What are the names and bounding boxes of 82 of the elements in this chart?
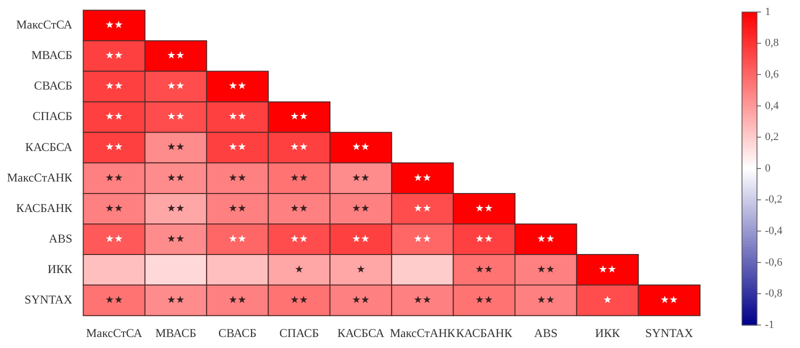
y-tick-label: ABS	[48, 231, 72, 246]
y-tick-label: МВАСБ	[31, 48, 72, 62]
data-label: ★★	[105, 142, 124, 154]
data-label: ★★	[166, 234, 185, 245]
y-tick-label: МаксСтАНК	[7, 170, 74, 184]
x-tick-label: СПАСБ	[279, 326, 320, 340]
color-bar-label: -0,8	[765, 288, 783, 300]
data-label: ★★	[352, 142, 370, 154]
data-label: ★★	[475, 294, 494, 306]
data-label: ★★	[105, 234, 124, 245]
data-label: ★★	[105, 172, 124, 184]
data-label: ★★	[228, 142, 246, 154]
data-label: ★★	[105, 20, 124, 32]
color-bar-label: 0,8	[765, 37, 780, 50]
data-label: ★★	[352, 294, 370, 306]
x-tick-label: ABS	[534, 326, 558, 340]
data-label: ★★	[414, 172, 432, 184]
data-label: ★★	[228, 294, 246, 306]
data-label: ★★	[290, 142, 308, 154]
data-label: ★★	[290, 234, 308, 245]
data-label: ★★	[228, 172, 246, 184]
color-bar-label: -1	[765, 318, 774, 331]
data-label: ★★	[290, 172, 308, 184]
data-label: ★★	[598, 264, 616, 276]
data-label: ★★	[166, 112, 185, 123]
data-label: ★★	[414, 203, 432, 214]
y-tick-label: SYNTAX	[24, 292, 73, 306]
data-label: ★★	[228, 234, 246, 245]
color-bar-label: -0,6	[765, 256, 783, 268]
data-label: ★★	[352, 172, 370, 184]
color-bar-label: 0,2	[765, 131, 779, 144]
data-label: ★★	[105, 112, 124, 123]
data-label: ★★	[536, 264, 555, 276]
data-label: ★★	[166, 172, 185, 184]
x-tick-label: МаксСтАНК	[390, 326, 456, 340]
y-tick-label: КАСБАНК	[16, 200, 74, 215]
data-label: ★★	[166, 50, 185, 62]
x-tick-label: КАСБСА	[337, 326, 385, 340]
data-label: ★★	[414, 234, 432, 245]
color-bar-label: -0,4	[765, 224, 783, 237]
y-tick-label: СПАСБ	[32, 109, 72, 124]
y-tick-label: МаксСтСА	[16, 18, 73, 32]
data-label: ★★	[166, 294, 185, 306]
data-label: ★★	[166, 81, 185, 92]
x-tick-label: МВАСБ	[155, 326, 196, 340]
x-tick-label: СВАСБ	[218, 326, 257, 340]
y-tick-label: ИКК	[48, 262, 74, 276]
data-label: ★★	[166, 203, 185, 214]
data-label: ★★	[475, 203, 494, 214]
data-label: ★★	[105, 81, 124, 92]
color-bar-label: 0,4	[765, 100, 780, 112]
x-tick-label: КАСБАНК	[456, 326, 514, 340]
data-label: ★★	[228, 81, 246, 92]
x-tick-label: ИКК	[595, 326, 621, 340]
x-tick-label: SYNTAX	[645, 326, 694, 340]
data-label: ★★	[105, 203, 124, 214]
data-label: ★★	[228, 203, 246, 214]
data-label: ★★	[475, 234, 494, 245]
color-bar-label: 0	[765, 162, 771, 174]
color-bar-label: -0,2	[765, 194, 782, 206]
color-bar-label: 1	[765, 6, 770, 18]
data-label: ★★	[536, 234, 555, 245]
data-label: ★	[603, 294, 612, 306]
data-label: ★	[356, 264, 366, 276]
data-label: ★★	[475, 264, 494, 276]
data-label: ★	[294, 264, 304, 276]
data-label: ★★	[290, 203, 308, 214]
y-tick-label: КАСБСА	[25, 140, 73, 154]
data-label: ★★	[660, 294, 678, 306]
data-label: ★★	[290, 294, 308, 306]
data-label: ★★	[105, 50, 124, 62]
data-label: ★★	[228, 112, 246, 123]
data-label: ★★	[536, 294, 555, 306]
data-label: ★★	[414, 294, 432, 306]
y-tick-label: СВАСБ	[34, 78, 72, 93]
data-label: ★★	[352, 234, 370, 245]
data-label: ★★	[166, 142, 185, 154]
data-label: ★★	[105, 294, 124, 306]
data-label: ★★	[352, 203, 370, 214]
data-label: ★★	[290, 112, 308, 123]
color-bar-label: 0,6	[765, 68, 780, 80]
x-tick-label: МаксСтСА	[86, 326, 142, 340]
